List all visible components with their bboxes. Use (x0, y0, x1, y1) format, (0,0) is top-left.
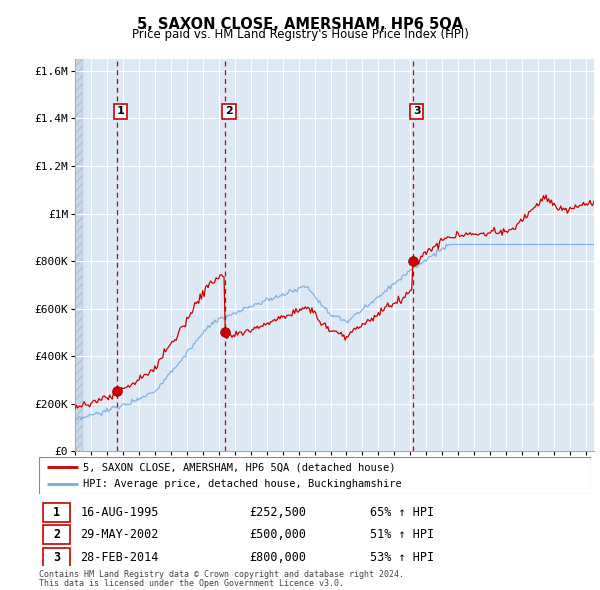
Text: 51% ↑ HPI: 51% ↑ HPI (370, 528, 434, 541)
Text: 5, SAXON CLOSE, AMERSHAM, HP6 5QA (detached house): 5, SAXON CLOSE, AMERSHAM, HP6 5QA (detac… (83, 463, 395, 473)
Text: 3: 3 (413, 106, 421, 116)
Text: HPI: Average price, detached house, Buckinghamshire: HPI: Average price, detached house, Buck… (83, 479, 402, 489)
Text: Price paid vs. HM Land Registry's House Price Index (HPI): Price paid vs. HM Land Registry's House … (131, 28, 469, 41)
Text: This data is licensed under the Open Government Licence v3.0.: This data is licensed under the Open Gov… (39, 579, 344, 588)
Text: 65% ↑ HPI: 65% ↑ HPI (370, 506, 434, 519)
Text: 53% ↑ HPI: 53% ↑ HPI (370, 551, 434, 564)
Text: 5, SAXON CLOSE, AMERSHAM, HP6 5QA: 5, SAXON CLOSE, AMERSHAM, HP6 5QA (137, 17, 463, 31)
Bar (43, 503, 70, 522)
Text: £500,000: £500,000 (249, 528, 306, 541)
Text: £252,500: £252,500 (249, 506, 306, 519)
Text: 28-FEB-2014: 28-FEB-2014 (80, 551, 159, 564)
Text: 2: 2 (225, 106, 233, 116)
Text: 1: 1 (117, 106, 125, 116)
Text: 1: 1 (53, 506, 60, 519)
Bar (43, 548, 70, 567)
Text: Contains HM Land Registry data © Crown copyright and database right 2024.: Contains HM Land Registry data © Crown c… (39, 570, 404, 579)
Text: 16-AUG-1995: 16-AUG-1995 (80, 506, 159, 519)
Text: 29-MAY-2002: 29-MAY-2002 (80, 528, 159, 541)
Text: 2: 2 (53, 528, 60, 541)
Text: £800,000: £800,000 (249, 551, 306, 564)
Text: 3: 3 (53, 551, 60, 564)
Bar (43, 525, 70, 544)
